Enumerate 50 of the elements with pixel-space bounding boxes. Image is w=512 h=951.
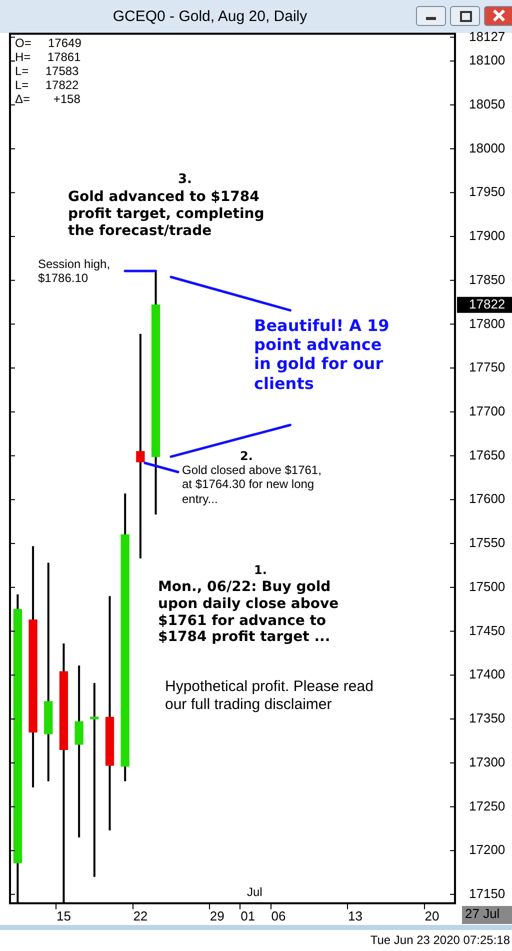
- y-tick-label: 17700: [469, 403, 506, 418]
- candlestick: [90, 682, 99, 878]
- x-tick-label: 01: [240, 908, 256, 924]
- annotation: Session high, $1786.10: [38, 257, 112, 286]
- annotation: Beautiful! A 19 point advance in gold for our clients: [254, 316, 390, 393]
- annotation: Hypothetical profit. Please read our full trading disclaimer: [165, 678, 374, 714]
- annotation: 2.: [240, 449, 253, 464]
- y-tick-label: 17300: [469, 754, 506, 770]
- annotation: Δ= +158: [15, 92, 80, 106]
- annotation: 3.: [178, 172, 192, 188]
- annotation: Mon., 06/22: Buy gold upon daily close above $1761 for advance to $1784 profit target ...: [158, 579, 340, 646]
- annotation: O= 17649: [15, 36, 82, 50]
- annotation: L= 17583: [15, 64, 79, 78]
- y-tick-label: 17600: [469, 491, 506, 506]
- annotation: 1.: [254, 563, 267, 578]
- y-tick-label: 17500: [469, 578, 506, 594]
- annotation: Gold advanced to $1784 profit target, completing the forecast/trade: [68, 189, 266, 240]
- text: Tue Jun 23 2020 07:25:18: [370, 933, 510, 948]
- y-tick-label: 17950: [469, 184, 506, 200]
- y-tick-label: 17450: [469, 622, 506, 638]
- annotation: Gold closed above $1761, at $1764.30 for new long entry...: [182, 463, 322, 506]
- y-tick-label: 18000: [469, 140, 506, 156]
- y-tick-label: 17250: [469, 798, 506, 814]
- y-tick-label: 17550: [469, 535, 506, 550]
- annotation: H= 17861: [15, 50, 81, 64]
- y-tick-label: 18050: [469, 96, 506, 112]
- y-tick-label: 17750: [469, 360, 506, 375]
- chart-title: GCEQ0 - Gold, Aug 20, Daily: [112, 8, 308, 25]
- y-tick-label: 17350: [469, 710, 506, 726]
- y-tick-label: 17400: [469, 666, 506, 682]
- y-tick-label: 18100: [469, 52, 506, 68]
- y-tick-label: 17150: [469, 886, 506, 902]
- annotation: Jul: [247, 885, 262, 900]
- y-tick-label: 17850: [469, 272, 506, 287]
- y-tick-label: 17900: [469, 228, 506, 244]
- y-tick-label: 17650: [469, 447, 506, 462]
- x-tick-label: 06: [271, 908, 286, 924]
- x-tick-label: 29: [210, 908, 224, 924]
- text: 27 Jul: [462, 906, 512, 924]
- x-tick-label: 20: [424, 908, 440, 924]
- x-tick-label: 13: [348, 908, 362, 924]
- y-tick-label: 17800: [469, 316, 506, 331]
- candlestick: [136, 332, 145, 560]
- candlestick: [74, 664, 84, 838]
- annotation: L= 17822: [15, 78, 79, 92]
- x-tick-label: 15: [56, 908, 71, 924]
- text: 17822: [469, 296, 506, 312]
- x-tick-label: 22: [133, 908, 148, 924]
- y-tick-label: 17200: [469, 842, 506, 858]
- y-tick-label: 18127: [469, 28, 506, 44]
